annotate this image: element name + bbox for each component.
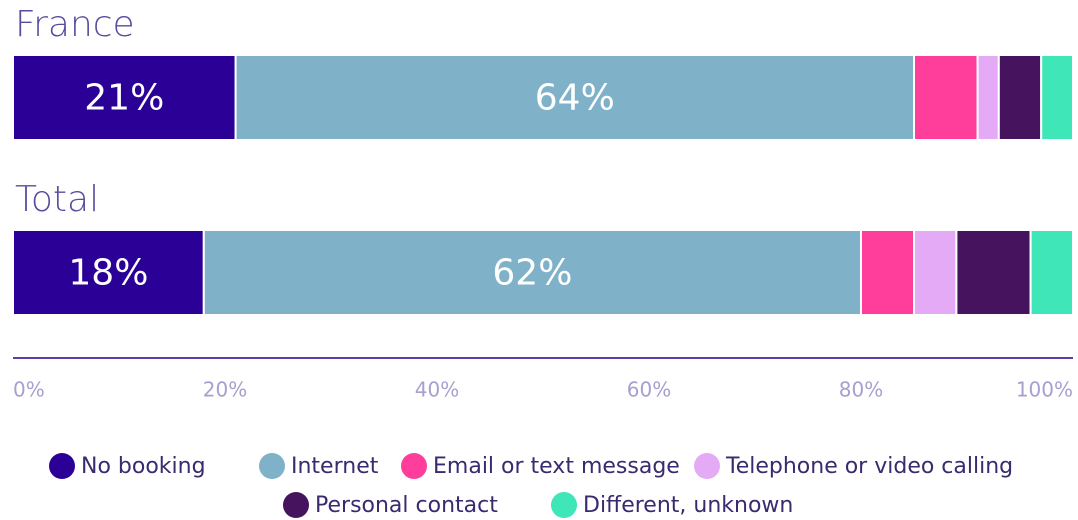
x-tick-label: 40%	[415, 378, 459, 402]
legend-swatch	[401, 453, 427, 479]
bar-segment	[860, 229, 915, 316]
bar-segment	[955, 229, 1032, 316]
legend-label: Email or text message	[433, 454, 680, 479]
bar-segment	[12, 54, 237, 141]
category-label: France	[15, 4, 135, 45]
legend-swatch	[694, 453, 720, 479]
legend-label: Telephone or video calling	[725, 454, 1013, 479]
bar-segment	[913, 229, 958, 316]
data-label: 64%	[535, 78, 615, 119]
x-tick-label: 100%	[1016, 378, 1073, 402]
bar-segment	[234, 54, 916, 141]
bar-segment	[1029, 229, 1074, 316]
legend-label: Different, unknown	[583, 493, 793, 518]
data-label: 18%	[68, 253, 148, 294]
legend-label: Internet	[291, 454, 379, 479]
bar-segment	[997, 54, 1043, 141]
category-label: Total	[15, 179, 99, 220]
legend-swatch	[283, 492, 309, 518]
x-tick-label: 80%	[839, 378, 883, 402]
legend-swatch	[551, 492, 577, 518]
x-tick-label: 60%	[627, 378, 671, 402]
legend-label: No booking	[81, 454, 206, 479]
bar-segment	[202, 229, 863, 316]
data-label: 62%	[492, 253, 572, 294]
x-tick-label: 0%	[13, 378, 45, 402]
bar-segment	[1040, 54, 1074, 141]
legend-swatch	[49, 453, 75, 479]
x-tick-label: 20%	[203, 378, 247, 402]
bar-segment	[976, 54, 1000, 141]
bar-segment	[913, 54, 979, 141]
legend-swatch	[259, 453, 285, 479]
legend-label: Personal contact	[315, 493, 498, 518]
data-label: 21%	[84, 78, 164, 119]
bar-segment	[12, 229, 205, 316]
